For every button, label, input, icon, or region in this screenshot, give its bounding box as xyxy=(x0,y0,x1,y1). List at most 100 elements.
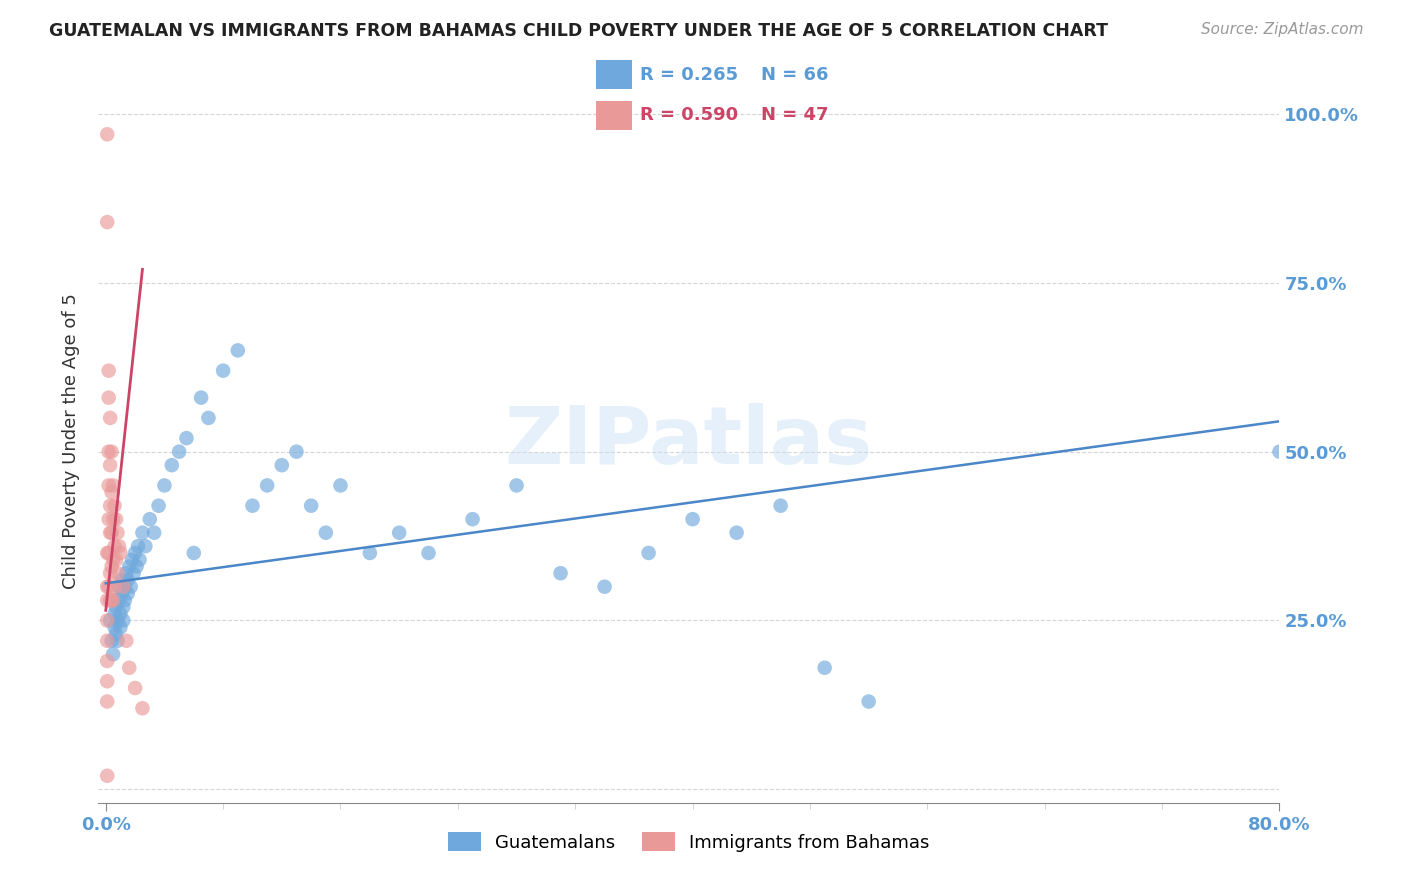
Point xyxy=(100,525,122,540)
Point xyxy=(108,593,131,607)
Point xyxy=(190,391,212,405)
Point xyxy=(117,573,139,587)
Point xyxy=(118,559,141,574)
Point xyxy=(100,633,122,648)
Point xyxy=(97,444,120,458)
Point xyxy=(98,458,121,472)
Point xyxy=(197,411,219,425)
Point xyxy=(101,478,124,492)
Point xyxy=(96,546,118,560)
Point xyxy=(127,539,149,553)
Point xyxy=(97,391,120,405)
Point xyxy=(96,654,118,668)
Point xyxy=(96,215,118,229)
Point xyxy=(96,614,118,628)
Point xyxy=(115,633,138,648)
Point xyxy=(101,647,124,661)
Point xyxy=(183,546,205,560)
Point xyxy=(108,539,131,553)
Point xyxy=(550,566,572,581)
Point xyxy=(97,546,120,560)
Point xyxy=(118,661,141,675)
Point xyxy=(112,614,135,628)
Point xyxy=(101,593,124,607)
Point xyxy=(101,593,124,607)
Point xyxy=(128,552,150,566)
Point xyxy=(100,444,122,458)
Text: N = 66: N = 66 xyxy=(761,66,828,84)
Point xyxy=(97,512,120,526)
Point xyxy=(96,593,118,607)
Point xyxy=(107,614,129,628)
Point xyxy=(96,633,118,648)
Point xyxy=(1268,444,1291,458)
Point xyxy=(176,431,198,445)
Point xyxy=(114,593,136,607)
Point xyxy=(96,694,118,708)
Point xyxy=(103,499,125,513)
Text: Source: ZipAtlas.com: Source: ZipAtlas.com xyxy=(1201,22,1364,37)
Point xyxy=(134,539,156,553)
Point xyxy=(103,580,125,594)
Point xyxy=(110,607,132,621)
Point xyxy=(100,559,122,574)
Point xyxy=(418,546,440,560)
Point xyxy=(107,525,129,540)
Point xyxy=(98,411,121,425)
Point xyxy=(242,499,264,513)
Point xyxy=(112,599,135,614)
Point xyxy=(725,525,748,540)
Point xyxy=(124,546,146,560)
Point xyxy=(682,512,704,526)
Point xyxy=(98,566,121,581)
Point xyxy=(124,681,146,695)
Point xyxy=(125,559,148,574)
Point xyxy=(100,593,122,607)
Point xyxy=(107,633,129,648)
Point xyxy=(160,458,183,472)
Point xyxy=(97,364,120,378)
Point xyxy=(153,478,176,492)
Point xyxy=(111,573,134,587)
Point xyxy=(98,499,121,513)
Point xyxy=(117,586,139,600)
Point xyxy=(103,620,125,634)
Point xyxy=(96,674,118,689)
Point xyxy=(139,512,162,526)
Point xyxy=(96,769,118,783)
Point xyxy=(143,525,166,540)
Point xyxy=(285,444,308,458)
Point xyxy=(769,499,792,513)
Y-axis label: Child Poverty Under the Age of 5: Child Poverty Under the Age of 5 xyxy=(62,293,80,590)
FancyBboxPatch shape xyxy=(596,101,631,130)
Point xyxy=(105,512,128,526)
Point xyxy=(120,580,142,594)
Point xyxy=(98,593,121,607)
Point xyxy=(97,478,120,492)
Point xyxy=(315,525,337,540)
Point xyxy=(97,580,120,594)
Point xyxy=(637,546,659,560)
Point xyxy=(148,499,170,513)
Point xyxy=(98,525,121,540)
Point xyxy=(329,478,352,492)
Point xyxy=(505,478,527,492)
Point xyxy=(111,586,134,600)
Point xyxy=(388,525,411,540)
Point xyxy=(814,661,837,675)
Point xyxy=(299,499,322,513)
Point xyxy=(226,343,249,358)
Point xyxy=(101,552,124,566)
Point xyxy=(103,607,125,621)
Point xyxy=(115,566,138,581)
Point xyxy=(256,478,278,492)
Point xyxy=(359,546,381,560)
Point xyxy=(103,539,125,553)
Point xyxy=(96,128,118,142)
Text: R = 0.590: R = 0.590 xyxy=(640,106,738,124)
Point xyxy=(112,580,135,594)
Point xyxy=(858,694,880,708)
Point xyxy=(101,512,124,526)
Point xyxy=(110,546,132,560)
Text: N = 47: N = 47 xyxy=(761,106,828,124)
